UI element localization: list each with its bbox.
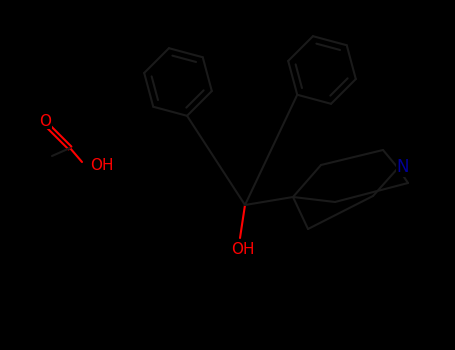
Text: OH: OH bbox=[90, 159, 113, 174]
Text: OH: OH bbox=[231, 241, 255, 257]
Text: N: N bbox=[397, 158, 409, 176]
Text: O: O bbox=[39, 113, 51, 128]
